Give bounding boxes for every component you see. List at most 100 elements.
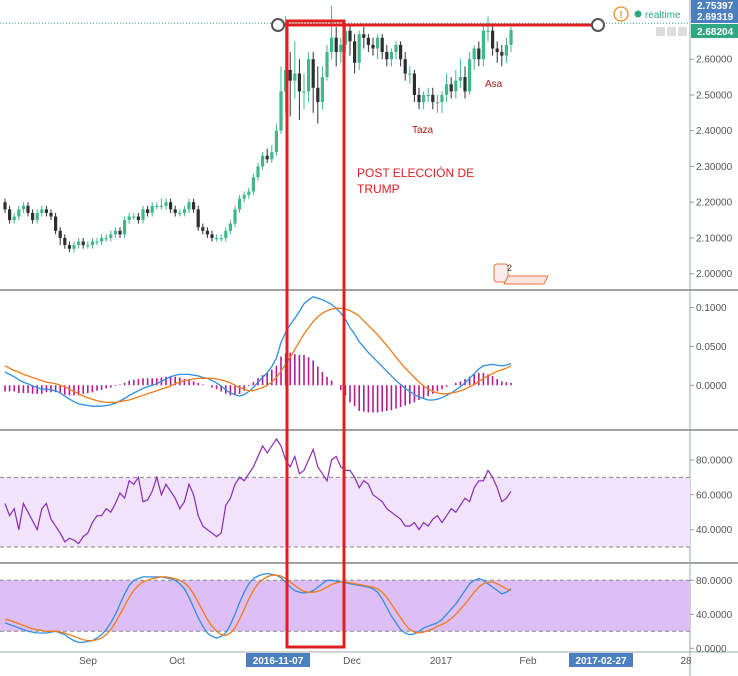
candle-body xyxy=(274,130,278,153)
candle-body xyxy=(339,44,343,53)
event-count: 2 xyxy=(507,263,512,273)
candle-body xyxy=(417,94,421,103)
candle-body xyxy=(445,84,449,95)
realtime-dot-icon xyxy=(634,10,642,18)
candle-body xyxy=(251,177,255,192)
rsi-line xyxy=(4,437,512,545)
candle-body xyxy=(270,152,274,160)
resistance-line-handle-right[interactable] xyxy=(591,18,605,32)
candle-body xyxy=(320,77,324,103)
candle-body xyxy=(141,209,145,221)
price-tag-prev-bg xyxy=(691,10,738,23)
alert-icon[interactable] xyxy=(613,6,629,22)
candle-body xyxy=(380,37,384,53)
candle-body xyxy=(81,241,85,246)
candle-body xyxy=(150,205,154,213)
candle-body xyxy=(449,84,453,92)
candle-body xyxy=(90,241,94,246)
candle-body xyxy=(468,59,472,92)
candle-body xyxy=(146,209,150,213)
event-ribbon-icon xyxy=(503,275,549,285)
candle-body xyxy=(233,209,237,224)
candle-body xyxy=(187,202,191,210)
candle-body xyxy=(376,37,380,49)
candle-body xyxy=(109,234,113,238)
price-axis-ticks: 2.00000 2.10000 2.20000 2.30000 2.40000 2.500… xyxy=(690,55,733,280)
candle-body xyxy=(256,166,260,178)
candle-body xyxy=(399,44,403,60)
candle-body xyxy=(435,102,439,104)
stoch-axis-ticks: 80.0000 40.0000 0.0000 xyxy=(690,576,733,655)
election-highlight-rectangle[interactable] xyxy=(285,19,346,649)
candle-body xyxy=(325,52,329,78)
candle-body xyxy=(54,216,58,231)
axis-tick-label: 0.1000 xyxy=(696,303,727,314)
time-label: Sep xyxy=(79,656,97,667)
candle-body xyxy=(504,44,508,56)
candle-body xyxy=(127,216,131,221)
settings-square-icon[interactable] xyxy=(656,27,665,36)
candle-body xyxy=(44,209,48,213)
candle-body xyxy=(164,202,168,206)
candle-body xyxy=(247,191,251,196)
axis-tick-label: 2.60000 xyxy=(696,55,733,66)
price-tag-top: 2.75397 xyxy=(691,0,738,12)
candle-body xyxy=(100,237,104,242)
candle-body xyxy=(431,94,435,103)
event-marker[interactable]: 2 xyxy=(493,263,549,285)
candle-body xyxy=(330,37,334,53)
candle-body xyxy=(31,212,35,221)
resistance-line-handle-left[interactable] xyxy=(271,18,285,32)
axis-tick-label: 0.0500 xyxy=(696,342,727,353)
candle-body xyxy=(288,69,292,81)
time-tag-left: 2016-11-07 xyxy=(253,656,304,667)
axis-tick-label: 2.00000 xyxy=(696,269,733,280)
candle-body xyxy=(440,94,444,103)
axis-tick-label: 0.0000 xyxy=(696,644,727,655)
time-tag-left-bg xyxy=(246,653,310,667)
price-tag-top-text: 2.75397 xyxy=(697,1,734,12)
candle-body xyxy=(500,52,504,56)
price-tag-current-text: 2.68204 xyxy=(697,27,734,38)
election-label-line1: POST ELECCIÓN DE xyxy=(357,165,474,180)
axis-tick-label: 60.0000 xyxy=(696,490,733,501)
candle-body xyxy=(205,230,209,235)
candle-body xyxy=(307,59,311,92)
candle-body xyxy=(353,41,357,63)
candle-body xyxy=(136,216,140,221)
candle-body xyxy=(155,205,159,207)
axis-tick-label: 40.0000 xyxy=(696,525,733,536)
candle-body xyxy=(316,87,320,103)
candle-body xyxy=(334,37,338,53)
realtime-label: realtime xyxy=(645,10,681,21)
candle-body xyxy=(366,37,370,45)
cup-label: Taza xyxy=(412,125,434,136)
candle-body xyxy=(224,230,228,238)
macd-axis-ticks: 0.1000 0.0500 0.0000 xyxy=(690,303,727,392)
candle-body xyxy=(422,94,426,103)
axis-tick-label: 40.0000 xyxy=(696,610,733,621)
candle-body xyxy=(238,198,242,210)
time-label: Dec xyxy=(343,656,361,667)
candle-body xyxy=(403,59,407,74)
settings-square-icon[interactable] xyxy=(678,27,687,36)
candle-body xyxy=(192,202,196,210)
axis-tick-label: 2.50000 xyxy=(696,90,733,101)
time-label: Feb xyxy=(519,656,537,667)
candle-body xyxy=(265,155,269,160)
candle-body xyxy=(348,30,352,42)
settings-square-icon[interactable] xyxy=(667,27,676,36)
time-tag-right: 2017-02-27 xyxy=(575,656,627,667)
candle-body xyxy=(123,220,127,235)
election-label-line2: TRUMP xyxy=(357,182,400,196)
axis-tick-label: 2.20000 xyxy=(696,198,733,209)
stoch-d-line xyxy=(4,574,512,642)
price-tag-current: 2.68204 xyxy=(691,24,738,38)
candle-body xyxy=(371,44,375,49)
time-axis: Sep Oct Dec 2017 Feb 28 2016-11-07 2017-… xyxy=(79,653,692,667)
candle-body xyxy=(385,52,389,60)
time-tag-right-bg xyxy=(569,653,633,667)
candle-body xyxy=(389,52,393,60)
candle-body xyxy=(412,73,416,95)
